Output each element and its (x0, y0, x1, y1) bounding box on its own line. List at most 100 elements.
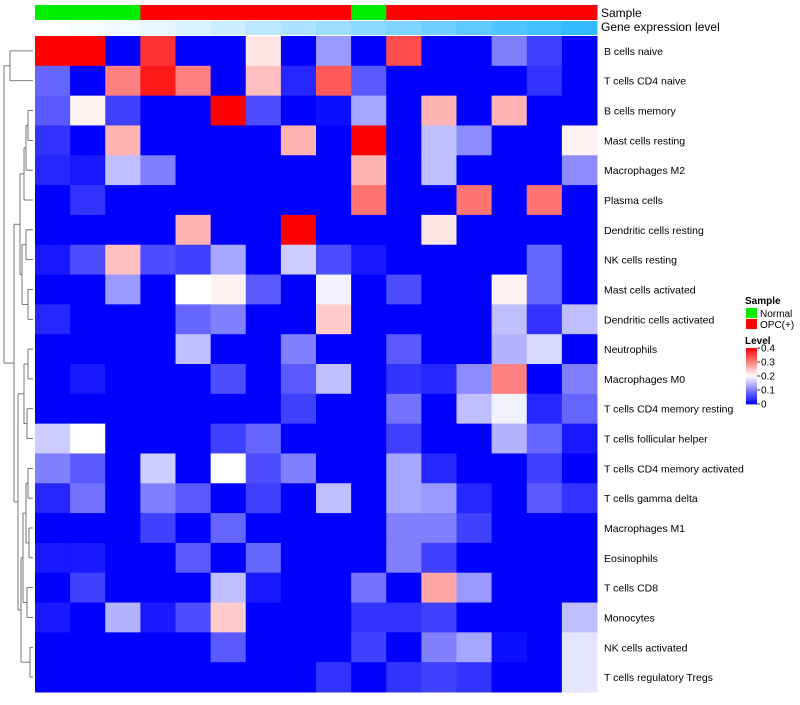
expression-annotation-cell (280, 21, 317, 35)
heatmap-cell (35, 185, 71, 216)
sample-annotation-cell (491, 5, 528, 20)
heatmap-cell (316, 572, 352, 604)
legend-sample-swatch (746, 319, 757, 329)
heatmap-cell (351, 572, 387, 604)
heatmap-cell (280, 125, 317, 156)
heatmap-cell (526, 304, 563, 335)
legend-colorbar-segment (746, 381, 757, 384)
heatmap-cell (316, 602, 352, 633)
row-label: Mast cells resting (604, 135, 685, 147)
legend-colorbar-segment (746, 370, 757, 373)
heatmap-cell (70, 662, 106, 693)
heatmap-cell (280, 572, 317, 604)
heatmap-cell (70, 214, 106, 246)
heatmap-cell (421, 334, 457, 365)
heatmap-cell (175, 155, 212, 186)
heatmap-cell (280, 155, 317, 186)
heatmap-cell (210, 602, 247, 633)
heatmap-cell (140, 185, 176, 216)
heatmap-cell (245, 304, 282, 335)
heatmap-cell (70, 304, 106, 335)
heatmap-cell (210, 542, 247, 574)
heatmap-cell (316, 393, 352, 425)
legend-colorbar-segment (746, 355, 757, 357)
heatmap-cell (175, 423, 212, 454)
heatmap-cell (140, 572, 176, 604)
heatmap-cell (210, 334, 247, 365)
row-label: Mast cells activated (604, 284, 696, 296)
legend-level-tick-label: 0.1 (761, 386, 775, 397)
heatmap-cell (386, 304, 422, 335)
heatmap-cell (456, 334, 493, 365)
heatmap-cell (421, 602, 457, 633)
heatmap-cell (351, 632, 387, 663)
heatmap-cell (351, 542, 387, 574)
heatmap-cell (140, 334, 176, 365)
row-label: Eosinophils (604, 553, 658, 565)
heatmap-cell (316, 632, 352, 663)
heatmap-cell (386, 155, 422, 186)
heatmap-cell (351, 483, 387, 514)
heatmap-cell (245, 572, 282, 604)
heatmap-cell (245, 364, 282, 395)
heatmap-cell (491, 155, 528, 186)
heatmap-cell (526, 244, 563, 276)
sample-annotation-cell (245, 5, 282, 20)
heatmap-cell (280, 65, 317, 97)
heatmap-cell (561, 125, 598, 156)
heatmap-cell (70, 334, 106, 365)
heatmap-cell (105, 334, 141, 365)
legend-colorbar-segment (746, 399, 757, 402)
heatmap-cell (210, 423, 247, 454)
heatmap-cell (35, 95, 71, 126)
row-label: T cells regulatory Tregs (604, 672, 713, 684)
heatmap-cell (526, 662, 563, 693)
heatmap-cell (105, 304, 141, 335)
legend-colorbar-segment (746, 385, 757, 388)
heatmap-cell (70, 155, 106, 186)
heatmap-cell (386, 513, 422, 544)
heatmap-cell (210, 155, 247, 186)
heatmap-cell (70, 125, 106, 156)
heatmap-cell (175, 453, 212, 484)
heatmap-cell (316, 65, 352, 97)
heatmap-cell (140, 95, 176, 126)
heatmap-cell (316, 483, 352, 514)
heatmap-cell (351, 36, 387, 67)
row-label: Macrophages M1 (604, 523, 685, 535)
legend-sample-title: Sample (745, 296, 781, 307)
heatmap-cell (456, 155, 493, 186)
heatmap-cell (105, 602, 141, 633)
heatmap-cell (210, 65, 247, 97)
row-label: Monocytes (604, 612, 655, 624)
heatmap-cell (105, 214, 141, 246)
heatmap-cell (70, 542, 106, 574)
legend-colorbar-segment (746, 369, 757, 371)
legend-colorbar-segment (746, 367, 757, 370)
heatmap-cell (175, 244, 212, 276)
sample-annotation-label: Sample (601, 6, 642, 20)
heatmap-cell (561, 572, 598, 604)
heatmap-cell (456, 95, 493, 126)
legend-colorbar-segment (746, 356, 757, 359)
heatmap-cell (175, 393, 212, 425)
heatmap-cell (70, 65, 106, 97)
row-label: T cells gamma delta (604, 493, 698, 505)
legend-colorbar-segment (746, 398, 757, 401)
heatmap-cell (70, 274, 106, 305)
row-label: B cells naive (604, 46, 663, 58)
expression-annotation-label: Gene expression level (601, 20, 720, 34)
heatmap-cell (351, 602, 387, 633)
heatmap-cell (105, 423, 141, 454)
legend-colorbar-segment (746, 387, 757, 389)
heatmap-cell (70, 95, 106, 126)
heatmap-cell (351, 662, 387, 693)
heatmap-cell (386, 65, 422, 97)
heatmap-cell (210, 662, 247, 693)
legend-colorbar-segment (746, 373, 757, 375)
heatmap-cell (491, 423, 528, 454)
row-label: Dendritic cells activated (604, 314, 714, 326)
heatmap-cell (491, 662, 528, 693)
legend-colorbar-segment (746, 380, 757, 382)
legend-colorbar-segment (746, 390, 757, 392)
